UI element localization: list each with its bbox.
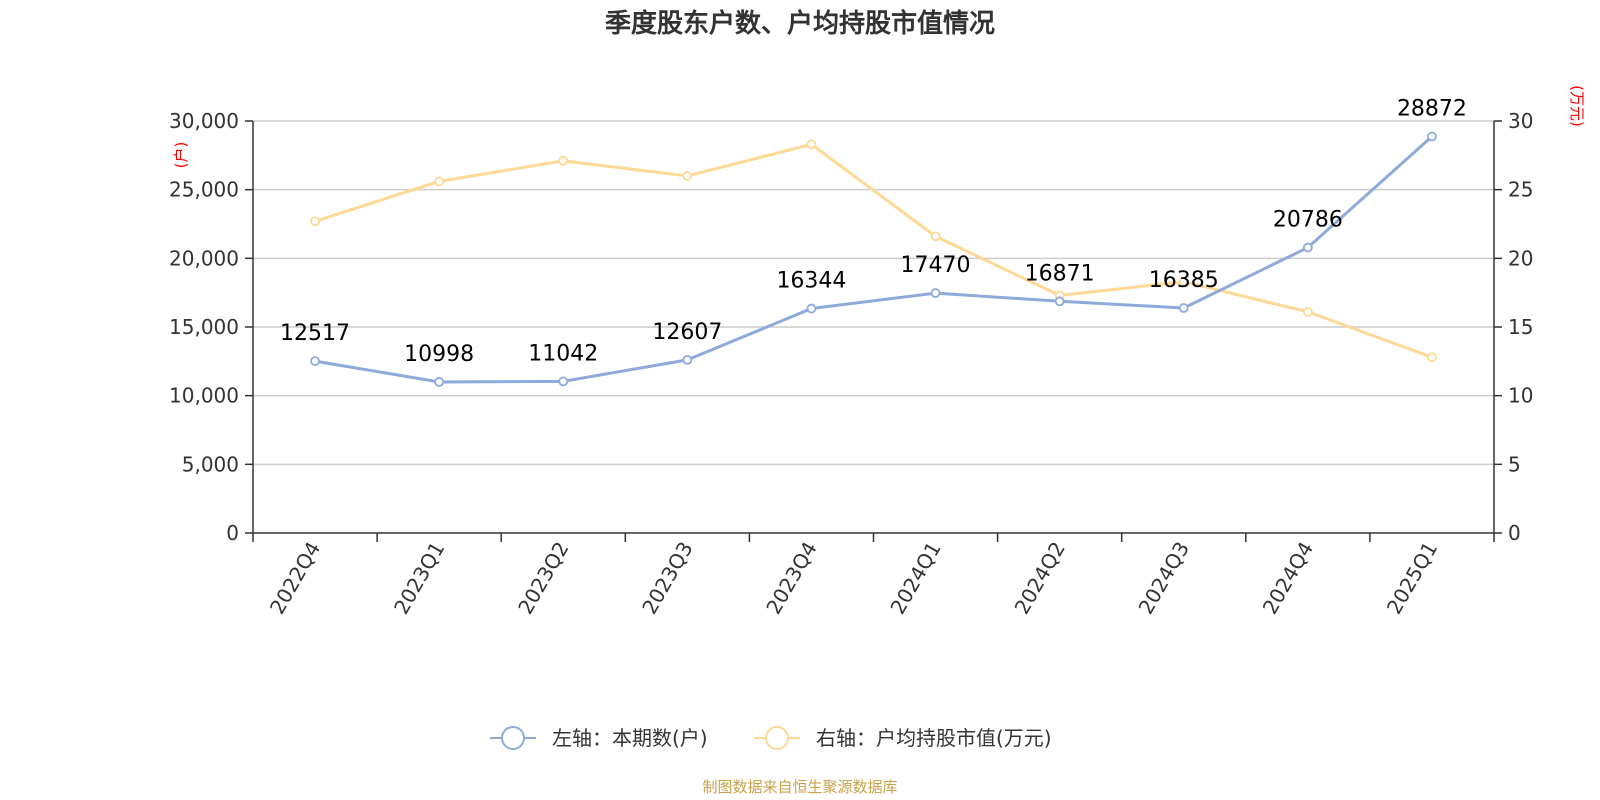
series-point-left[interactable] [1178, 303, 1189, 313]
x-axis-tick-label: 2025Q1 [1382, 538, 1442, 619]
left-axis-tick-label: 5,000 [182, 452, 239, 476]
legend: 左轴：本期数(户) 右轴：户均持股市值(万元) [490, 726, 1052, 750]
right-axis-tick-label: 20 [1508, 246, 1533, 270]
data-label: 17470 [901, 253, 971, 278]
data-labels: 12517 10998 11042 12607 16344 17470 16871 16385… [280, 96, 1467, 366]
legend-item-right-series[interactable]: 右轴：户均持股市值(万元) [754, 726, 1052, 750]
series-point-right[interactable] [310, 216, 320, 227]
data-label: 20786 [1273, 208, 1343, 233]
series-line-left [314, 135, 1433, 384]
series-point-left[interactable] [806, 303, 817, 314]
right-axis-tick-label: 30 [1508, 109, 1533, 133]
left-axis-tick-label: 0 [226, 521, 239, 545]
data-label: 16385 [1149, 268, 1219, 293]
data-label: 16871 [1025, 261, 1095, 286]
chart-title: 季度股东户数、户均持股市值情况 [605, 8, 995, 39]
x-axis-tick-label: 2024Q3 [1134, 538, 1194, 619]
series-line-right [314, 142, 1433, 359]
series-point-right[interactable] [1178, 276, 1189, 287]
right-axis-tick-label: 0 [1508, 521, 1521, 545]
legend-label-right: 右轴：户均持股市值(万元) [816, 726, 1052, 750]
data-label: 28872 [1397, 96, 1467, 121]
x-axis-tick-label: 2024Q2 [1010, 538, 1070, 619]
series-point-right[interactable] [806, 139, 817, 150]
series-point-left[interactable] [310, 356, 320, 366]
left-axis-tick-label: 20,000 [169, 246, 239, 270]
series-point-left[interactable] [558, 376, 569, 387]
source-note: 制图数据来自恒生聚源数据库 [702, 778, 897, 796]
series-point-right[interactable] [1302, 306, 1313, 317]
x-axis-tick-label: 2023Q3 [637, 538, 697, 619]
left-axis-tick-label: 30,000 [169, 109, 239, 133]
series-point-left[interactable] [1302, 242, 1313, 253]
series-point-right[interactable] [434, 176, 445, 187]
left-axis-tick-label: 25,000 [169, 178, 239, 202]
right-axis-unit: (万元) [1568, 85, 1586, 127]
series-point-right[interactable] [558, 155, 569, 166]
legend-marker-right [765, 726, 789, 750]
data-label: 11042 [528, 341, 598, 366]
data-label: 12607 [652, 320, 722, 345]
x-axis-tick-label: 2023Q2 [513, 538, 573, 619]
data-label: 16344 [776, 269, 846, 294]
series-point-left[interactable] [682, 354, 693, 365]
x-axis-tick-label: 2023Q4 [761, 538, 821, 619]
axes: 0 0 5,000 5 10,000 10 15,000 15 20,000 20 25,000 25… [169, 109, 1533, 618]
right-axis-tick-label: 5 [1508, 452, 1521, 476]
data-label: 10998 [404, 342, 474, 367]
series-point-right[interactable] [682, 171, 693, 181]
x-axis-tick-label: 2022Q4 [265, 538, 325, 619]
left-axis-tick-label: 15,000 [169, 315, 239, 339]
x-axis-tick-label: 2024Q4 [1258, 538, 1318, 619]
legend-label-left: 左轴：本期数(户) [552, 726, 708, 750]
legend-item-left-series[interactable]: 左轴：本期数(户) [490, 726, 708, 750]
legend-marker-left [501, 726, 525, 750]
left-axis-tick-label: 10,000 [169, 384, 239, 408]
series-point-left[interactable] [1054, 296, 1065, 307]
x-axis-tick-label: 2023Q1 [389, 538, 449, 619]
series-point-left[interactable] [930, 288, 941, 298]
series-point-right[interactable] [1427, 352, 1437, 363]
series-point-left[interactable] [434, 377, 445, 387]
right-axis-tick-label: 25 [1508, 178, 1533, 202]
data-label: 12517 [280, 321, 350, 346]
left-axis-unit: (户) [172, 142, 190, 169]
right-axis-tick-label: 15 [1508, 315, 1533, 339]
series-point-left[interactable] [1427, 131, 1437, 142]
series-point-right[interactable] [930, 231, 941, 242]
grid [253, 120, 1494, 466]
series-layer [310, 131, 1437, 387]
right-axis-tick-label: 10 [1508, 384, 1533, 408]
x-axis-tick-label: 2024Q1 [885, 538, 945, 619]
